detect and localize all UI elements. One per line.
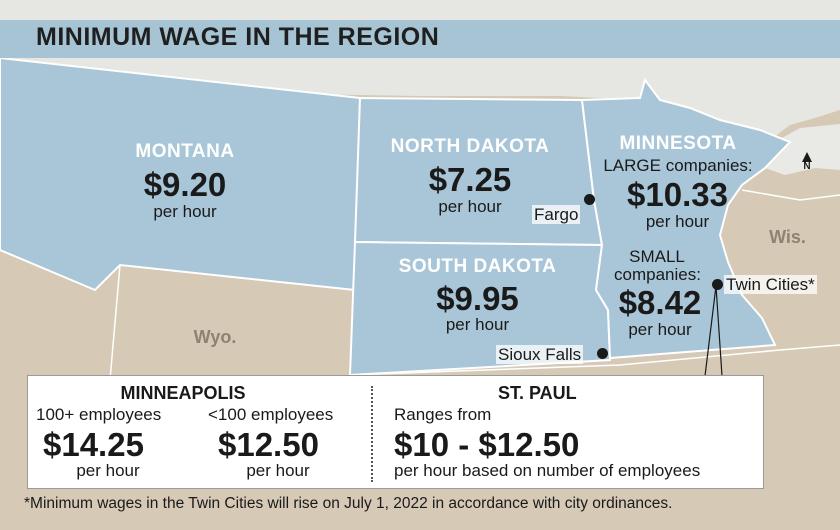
wyoming-border xyxy=(109,264,121,381)
twin-cities-marker xyxy=(712,279,723,290)
st-paul-range: $10 - $12.50 xyxy=(394,426,580,463)
sioux-falls-marker xyxy=(597,348,608,359)
st-paul-note: per hour based on number of employees xyxy=(394,461,701,480)
south-dakota-unit: per hour xyxy=(445,315,510,334)
lake-superior xyxy=(760,124,840,175)
montana-unit: per hour xyxy=(153,202,217,221)
minneapolis-large-wage: $14.25 xyxy=(43,426,144,463)
footnote: *Minimum wages in the Twin Cities will r… xyxy=(24,495,673,512)
south-dakota-name: SOUTH DAKOTA xyxy=(398,256,557,277)
north-label: N xyxy=(803,161,811,172)
minnesota-small-label-1: SMALL xyxy=(629,247,685,266)
minnesota-small-wage: $8.42 xyxy=(618,284,702,321)
minnesota-name: MINNESOTA xyxy=(619,133,737,154)
minnesota-small-unit: per hour xyxy=(628,320,692,339)
minnesota-large-label: LARGE companies: xyxy=(603,156,753,175)
twin-cities-label: Twin Cities* xyxy=(724,275,817,294)
montana-wage: $9.20 xyxy=(143,166,227,203)
fargo-marker xyxy=(584,194,595,205)
minnesota-large-unit: per hour xyxy=(645,212,710,231)
minneapolis-large-unit: per hour xyxy=(76,461,140,480)
nebraska-border xyxy=(349,344,840,376)
sioux-falls-label: Sioux Falls xyxy=(496,345,584,364)
st-paul-range-label: Ranges from xyxy=(394,405,492,424)
panel-divider xyxy=(371,386,373,482)
wisconsin-label: Wis. xyxy=(769,227,806,247)
callout-pointer xyxy=(704,285,723,377)
st-paul-title: ST. PAUL xyxy=(498,383,577,403)
wisconsin-border xyxy=(741,189,840,201)
north-arrow-icon: N xyxy=(800,152,814,172)
north-dakota-unit: per hour xyxy=(438,197,502,216)
minneapolis-small-unit: per hour xyxy=(246,461,310,480)
south-dakota-wage: $9.95 xyxy=(436,280,519,317)
fargo-label: Fargo xyxy=(532,205,581,224)
minneapolis-title: MINNEAPOLIS xyxy=(120,383,246,403)
minnesota-large-wage: $10.33 xyxy=(627,176,728,213)
twin-cities-panel: MINNEAPOLIS 100+ employees $14.25 per ho… xyxy=(27,375,764,489)
montana-name: MONTANA xyxy=(135,141,235,162)
minnesota-small-label-2: companies: xyxy=(614,265,701,284)
map-title: MINIMUM WAGE IN THE REGION xyxy=(36,23,440,51)
north-dakota-wage: $7.25 xyxy=(428,161,512,198)
minneapolis-small-wage: $12.50 xyxy=(218,426,319,463)
title-bar xyxy=(0,20,840,58)
minneapolis-small-label: <100 employees xyxy=(208,405,334,424)
minneapolis-large-label: 100+ employees xyxy=(36,405,162,424)
north-dakota-name: NORTH DAKOTA xyxy=(390,136,550,157)
wyoming-label: Wyo. xyxy=(193,327,237,347)
